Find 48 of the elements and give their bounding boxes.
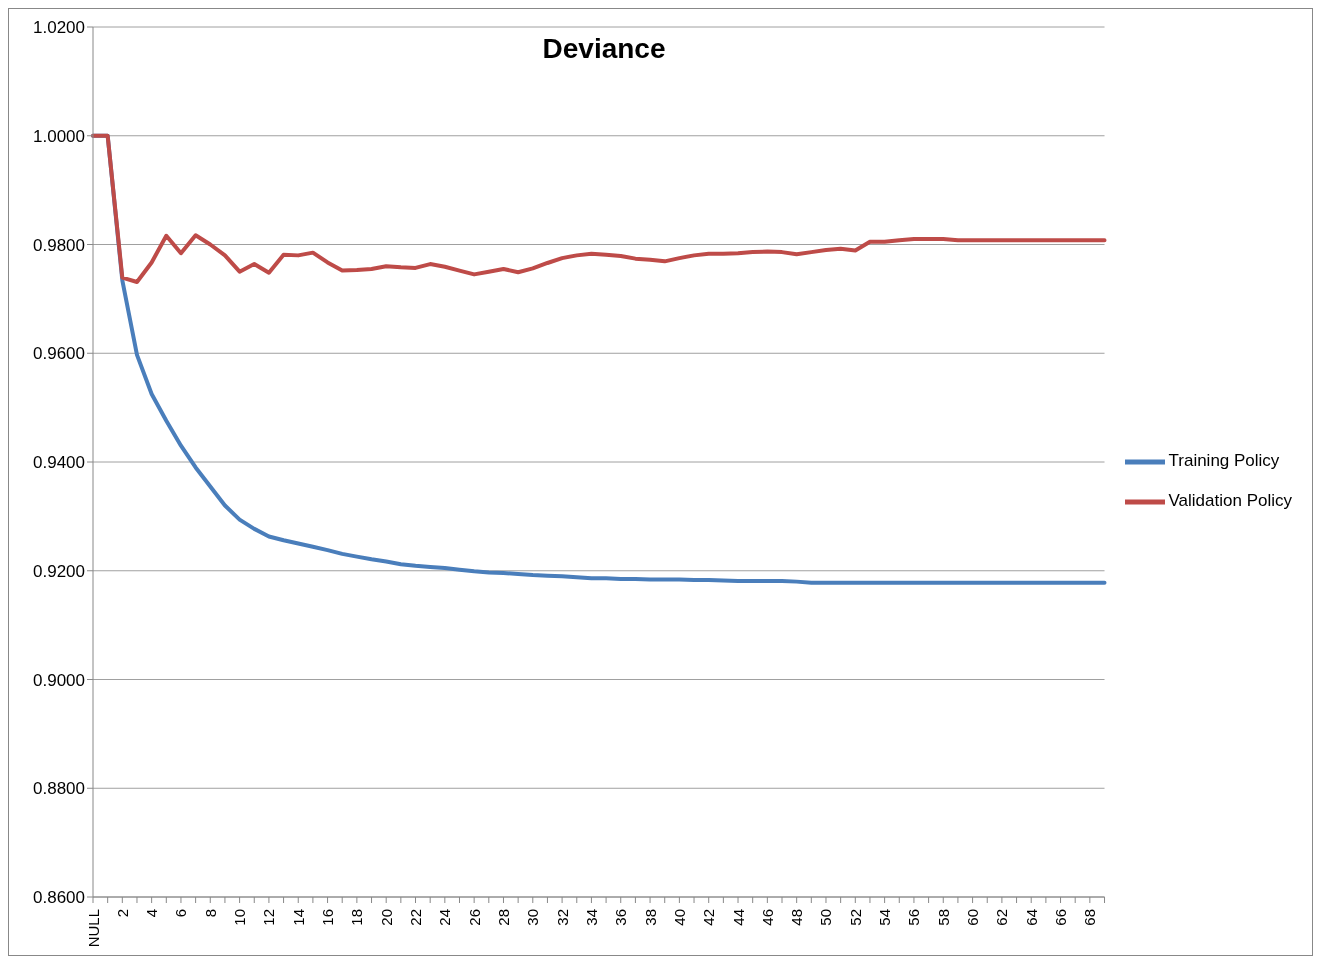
x-tick-label: 34 [582,909,600,926]
x-tick-label: 32 [553,909,571,926]
x-tick-label: 8 [201,909,219,918]
x-tick-label: 54 [876,909,894,926]
x-tick-label: 30 [524,909,542,926]
x-tick-label: 4 [143,909,161,918]
x-tick-label: 46 [758,909,776,926]
y-tick-label: 0.9600 [33,344,85,364]
line-series [91,133,1107,285]
y-tick-label: 0.9400 [33,453,85,473]
x-tick-label: 12 [260,909,278,926]
x-tick-label: 14 [289,909,307,926]
x-tick-label: 66 [1052,909,1070,926]
x-tick-label: 16 [319,909,337,926]
x-tick-label: 42 [700,909,718,926]
x-tick-label: 64 [1022,909,1040,926]
x-tick-label: NULL [84,909,102,948]
y-tick-label: 0.8800 [33,779,85,799]
x-tick-label: 44 [729,909,747,926]
legend-label: Validation Policy [1168,491,1292,511]
x-tick-label: 6 [172,909,190,918]
x-tick-label: 20 [377,909,395,926]
chart-title: Deviance [541,33,667,65]
x-tick-label: 18 [348,909,366,926]
x-tick-label: 22 [407,909,425,926]
x-tick-label: 40 [670,909,688,926]
y-tick-label: 0.9200 [33,561,85,581]
y-tick-label: 1.0000 [33,126,85,146]
y-tick-label: 1.0200 [33,18,85,38]
y-tick-label: 0.8600 [33,888,85,908]
x-tick-label: 68 [1081,909,1099,926]
x-tick-label: 36 [612,909,630,926]
x-tick-label: 52 [846,909,864,926]
x-tick-label: 28 [494,909,512,926]
x-tick-label: 62 [993,909,1011,926]
x-tick-label: 2 [113,909,131,918]
x-tick-label: 60 [964,909,982,926]
y-tick-label: 0.9800 [33,235,85,255]
x-tick-label: 24 [436,909,454,926]
x-tick-label: 48 [788,909,806,926]
x-tick-label: 50 [817,909,835,926]
legend-label: Training Policy [1168,451,1280,471]
x-tick-label: 10 [231,909,249,926]
x-tick-label: 58 [934,909,952,926]
x-tick-label: 56 [905,909,923,926]
x-tick-label: 26 [465,909,483,926]
x-tick-label: 38 [641,909,659,926]
y-tick-label: 0.9000 [33,670,85,690]
